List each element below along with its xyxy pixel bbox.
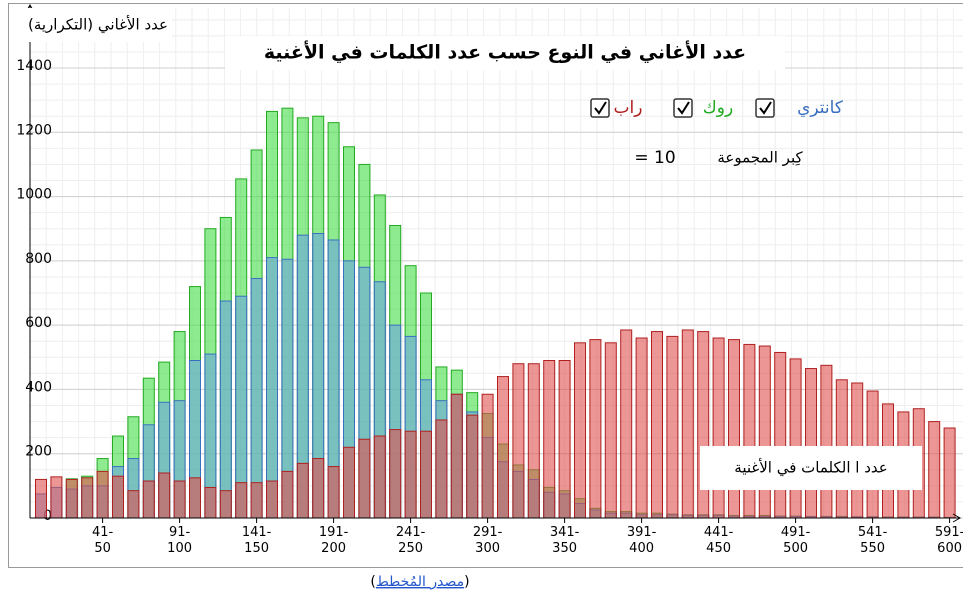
bar xyxy=(605,343,616,518)
x-tick-label: 591-600 xyxy=(935,525,963,556)
bar xyxy=(513,364,524,518)
bar xyxy=(97,471,108,518)
bar xyxy=(806,369,817,518)
bar xyxy=(159,473,170,518)
x-tick-label: 491-500 xyxy=(781,525,811,556)
bar xyxy=(713,338,724,518)
bar xyxy=(390,430,401,518)
bar xyxy=(359,439,370,518)
bar xyxy=(205,487,216,518)
bar xyxy=(128,491,139,518)
bar xyxy=(482,394,493,518)
legend-checkbox xyxy=(591,99,609,117)
bar xyxy=(682,330,693,518)
x-tick-label: 291-300 xyxy=(473,525,503,556)
x-tick-label: 341-350 xyxy=(550,525,580,556)
bar xyxy=(236,483,247,518)
bar xyxy=(297,463,308,518)
source-link[interactable]: مصدر المُخطط xyxy=(376,574,464,590)
bar xyxy=(421,431,432,518)
bar xyxy=(113,476,124,518)
x-tick-label: 541-550 xyxy=(858,525,888,556)
y-label: عدد الأغاني (التكرارية) xyxy=(28,15,168,35)
bar xyxy=(451,394,462,518)
x-tick-label: 391-400 xyxy=(627,525,657,556)
bar xyxy=(590,340,601,518)
legend-checkbox xyxy=(674,99,692,117)
group-size-label: كِبر المجموعة xyxy=(717,149,803,167)
bar xyxy=(621,330,632,518)
bar xyxy=(759,346,770,518)
x-tick-label: 91-100 xyxy=(167,525,192,556)
bar xyxy=(220,491,231,518)
x-tick-label: 191-200 xyxy=(319,525,349,556)
bar xyxy=(575,343,586,518)
bar xyxy=(698,332,709,518)
bar xyxy=(667,336,678,518)
bar xyxy=(652,332,663,518)
bar xyxy=(528,364,539,518)
bar xyxy=(344,447,355,518)
bar xyxy=(282,471,293,518)
bar xyxy=(267,258,278,518)
bar xyxy=(328,467,339,518)
bar xyxy=(82,478,93,518)
legend-label: راب xyxy=(614,98,643,118)
y-tick-label: 200 xyxy=(25,444,52,460)
y-tick-label: 600 xyxy=(25,315,52,331)
bar xyxy=(143,481,154,518)
bar xyxy=(498,377,509,518)
y-tick-label: 1400 xyxy=(16,58,52,74)
x-tick-label: 441-450 xyxy=(704,525,734,556)
bar xyxy=(467,415,478,518)
bar xyxy=(436,420,447,518)
bar xyxy=(174,481,185,518)
legend-label: كانتري xyxy=(797,98,844,118)
legend-checkbox xyxy=(756,99,774,117)
bar xyxy=(775,352,786,518)
legend-label: روك xyxy=(703,98,733,118)
x-tick-label: 241-250 xyxy=(396,525,426,556)
bar xyxy=(190,478,201,518)
bar xyxy=(744,344,755,518)
paren: ( xyxy=(464,574,469,590)
bar xyxy=(220,301,231,518)
bar xyxy=(374,436,385,518)
source: (مصدر المُخطط) xyxy=(370,574,469,590)
bar xyxy=(251,483,262,518)
bar xyxy=(790,359,801,518)
bar xyxy=(821,365,832,518)
bar xyxy=(544,361,555,519)
bar xyxy=(251,279,262,518)
bar xyxy=(66,479,77,518)
bar xyxy=(929,422,940,518)
bar xyxy=(51,477,62,518)
chart-title: عدد الأغاني في النوع حسب عدد الكلمات في … xyxy=(264,41,746,64)
y-tick-label: 800 xyxy=(25,251,52,267)
x-tick-label: 41-50 xyxy=(92,525,114,556)
y-tick-label: 400 xyxy=(25,379,52,395)
bar xyxy=(559,361,570,519)
bar xyxy=(944,428,955,518)
x-label: عدد ا الكلمات في الأغنية xyxy=(734,458,887,478)
y-tick-label: 1200 xyxy=(16,122,52,138)
bar xyxy=(267,481,278,518)
bar xyxy=(405,431,416,518)
y-tick-label: 1000 xyxy=(16,187,52,203)
x-tick-label: 141-150 xyxy=(242,525,272,556)
bar xyxy=(729,340,740,518)
bar xyxy=(636,338,647,518)
group-size-value: = 10 xyxy=(634,148,675,168)
bar xyxy=(36,479,47,518)
bar xyxy=(313,459,324,518)
